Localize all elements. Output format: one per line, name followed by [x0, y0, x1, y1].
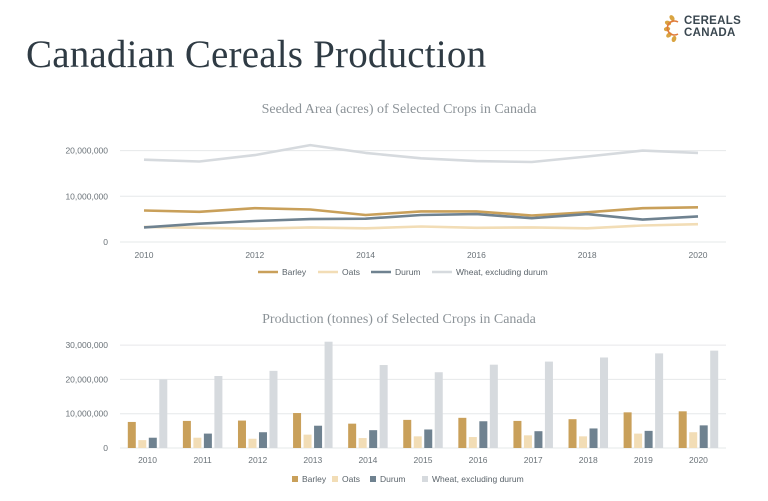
- bar-barley: [678, 411, 687, 448]
- bar-wheat-excluding-durum: [159, 379, 168, 448]
- bar-wheat-excluding-durum: [600, 357, 609, 448]
- legend-swatch-barley: [292, 476, 298, 482]
- bar-durum: [424, 429, 433, 448]
- y-tick-label: 10,000,000: [65, 191, 108, 201]
- logo-line-2: CANADA: [684, 27, 736, 39]
- y-tick-label: 20,000,000: [65, 374, 108, 384]
- chart-title: Production (tonnes) of Selected Crops in…: [262, 312, 537, 327]
- logo: CEREALS CANADA: [664, 14, 756, 44]
- x-tick-label: 2013: [303, 455, 322, 465]
- legend-label-wheat-excluding-durum: Wheat, excluding durum: [432, 474, 524, 484]
- bar-durum: [258, 432, 267, 448]
- bar-barley: [182, 420, 191, 448]
- chart-title: Seeded Area (acres) of Selected Crops in…: [262, 102, 538, 117]
- bar-oats: [193, 437, 202, 448]
- seeded-area-line-chart: Seeded Area (acres) of Selected Crops in…: [65, 102, 726, 277]
- bar-barley: [403, 419, 412, 448]
- production-bar-chart: Production (tonnes) of Selected Crops in…: [65, 312, 726, 484]
- y-tick-label: 10,000,000: [65, 409, 108, 419]
- bar-durum: [369, 430, 378, 448]
- cereals-canada-wheat-icon: [664, 15, 679, 42]
- bar-oats: [634, 433, 643, 448]
- bar-wheat-excluding-durum: [655, 353, 664, 448]
- x-tick-label: 2016: [467, 250, 486, 260]
- x-tick-label: 2017: [524, 455, 543, 465]
- bar-barley: [237, 420, 246, 448]
- bar-oats: [248, 438, 257, 448]
- y-tick-label: 0: [103, 443, 108, 453]
- bar-barley: [568, 419, 577, 448]
- legend-label-barley: Barley: [302, 474, 327, 484]
- x-tick-label: 2020: [689, 250, 708, 260]
- legend-label-barley: Barley: [282, 267, 307, 277]
- page-title: Canadian Cereals Production: [26, 33, 487, 76]
- legend-label-oats: Oats: [342, 267, 360, 277]
- bar-oats: [579, 436, 588, 448]
- bar-wheat-excluding-durum: [324, 341, 333, 448]
- bar-barley: [623, 412, 632, 448]
- x-tick-label: 2018: [579, 455, 598, 465]
- legend-label-oats: Oats: [342, 474, 360, 484]
- x-tick-label: 2019: [634, 455, 653, 465]
- series-line-oats: [143, 222, 699, 230]
- bar-wheat-excluding-durum: [489, 364, 498, 448]
- bar-durum: [314, 425, 323, 448]
- legend-swatch-oats: [332, 476, 338, 482]
- bar-durum: [589, 428, 598, 448]
- legend-label-wheat-excluding-durum: Wheat, excluding durum: [456, 267, 548, 277]
- x-tick-label: 2018: [578, 250, 597, 260]
- bar-barley: [127, 421, 136, 448]
- bar-oats: [523, 435, 532, 448]
- bar-barley: [348, 423, 357, 448]
- bar-barley: [513, 420, 522, 448]
- series-line-barley: [143, 206, 699, 217]
- x-tick-label: 2010: [138, 455, 157, 465]
- y-tick-label: 0: [103, 237, 108, 247]
- bar-durum: [534, 431, 543, 448]
- bar-wheat-excluding-durum: [214, 376, 223, 448]
- x-tick-label: 2016: [469, 455, 488, 465]
- legend-label-durum: Durum: [380, 474, 406, 484]
- bar-durum: [699, 425, 708, 448]
- bar-barley: [458, 417, 467, 448]
- series-line-durum: [143, 212, 699, 229]
- x-tick-label: 2014: [356, 250, 375, 260]
- legend-label-durum: Durum: [395, 267, 421, 277]
- bar-oats: [413, 436, 422, 448]
- bar-oats: [303, 434, 312, 448]
- y-tick-label: 20,000,000: [65, 146, 108, 156]
- bar-durum: [479, 421, 488, 448]
- x-tick-label: 2015: [414, 455, 433, 465]
- legend-swatch-durum: [370, 476, 376, 482]
- x-tick-label: 2012: [248, 455, 267, 465]
- x-tick-label: 2010: [135, 250, 154, 260]
- bar-oats: [358, 438, 367, 448]
- x-tick-label: 2014: [358, 455, 377, 465]
- x-tick-label: 2020: [689, 455, 708, 465]
- bar-barley: [293, 413, 302, 448]
- bar-wheat-excluding-durum: [710, 350, 719, 448]
- logo-line-1: CEREALS: [684, 15, 742, 27]
- bar-durum: [148, 437, 157, 448]
- series-line-wheat-excluding-durum: [143, 143, 699, 164]
- bar-durum: [644, 430, 653, 448]
- bar-oats: [468, 437, 477, 448]
- bar-wheat-excluding-durum: [379, 365, 388, 448]
- bar-wheat-excluding-durum: [434, 372, 443, 448]
- bar-oats: [689, 432, 698, 448]
- legend-swatch-wheat-excluding-durum: [422, 476, 428, 482]
- bar-wheat-excluding-durum: [544, 361, 553, 448]
- bar-wheat-excluding-durum: [269, 370, 278, 448]
- bar-durum: [203, 433, 212, 448]
- x-tick-label: 2011: [193, 455, 212, 465]
- bar-oats: [138, 440, 147, 448]
- y-tick-label: 30,000,000: [65, 340, 108, 350]
- x-tick-label: 2012: [245, 250, 264, 260]
